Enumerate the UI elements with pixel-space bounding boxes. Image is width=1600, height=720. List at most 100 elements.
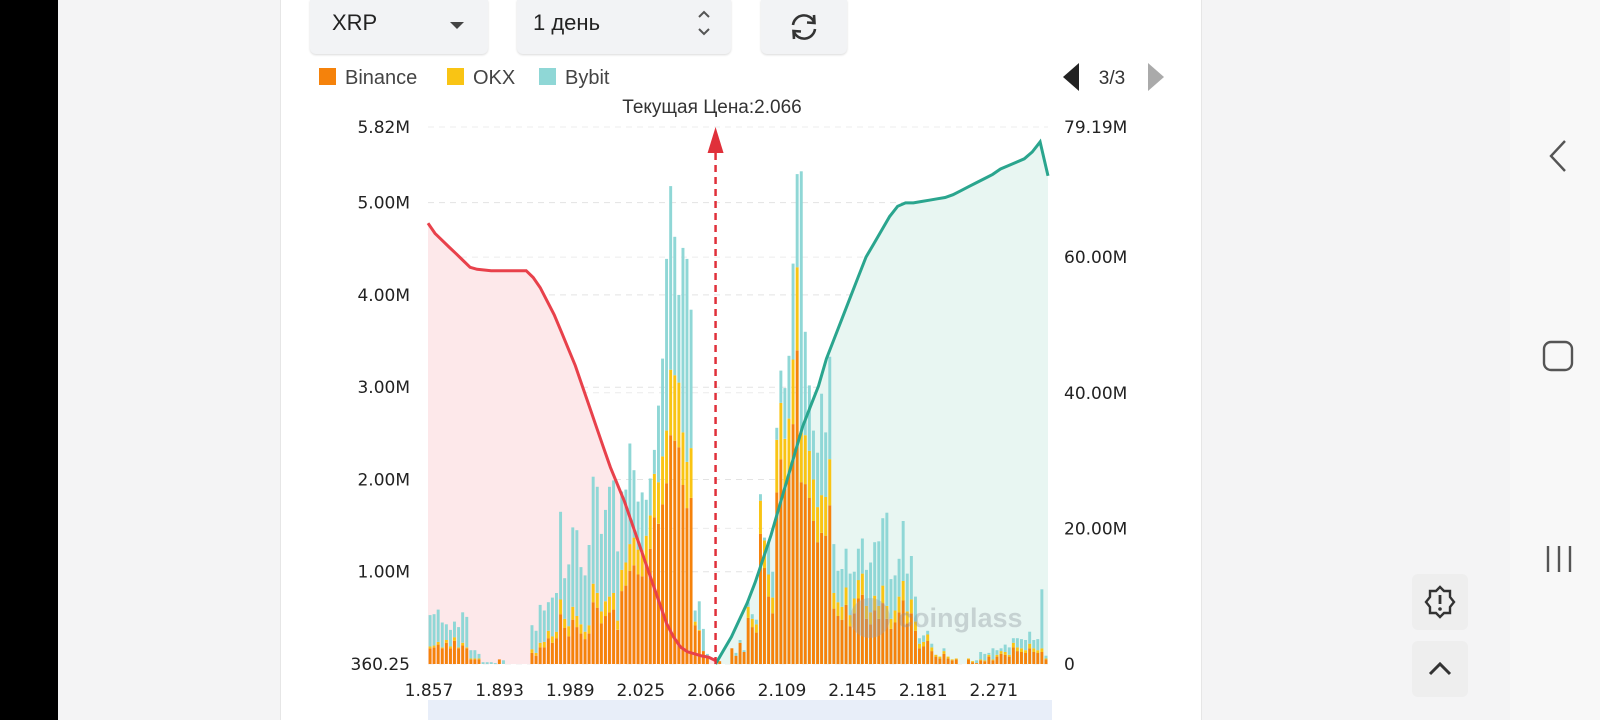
cumulative-long-area xyxy=(715,141,1048,664)
back-nav-icon[interactable] xyxy=(1546,138,1570,174)
bar-binance-59 xyxy=(669,435,673,664)
x-tick-label: 1.893 xyxy=(475,681,524,701)
pager-prev-icon[interactable] xyxy=(1063,63,1079,91)
cumulative-short-area xyxy=(428,223,716,664)
y-left-tick-label: 5.00M xyxy=(357,194,410,214)
bar-bybit-16 xyxy=(493,663,497,664)
bar-bybit-106 xyxy=(860,538,864,574)
bar-binance-150 xyxy=(1040,652,1044,664)
bar-binance-52 xyxy=(640,576,644,664)
bar-bybit-43 xyxy=(604,509,607,602)
bar-binance-84 xyxy=(771,613,775,664)
bar-binance-97 xyxy=(824,535,828,664)
bar-bybit-116 xyxy=(901,521,905,581)
x-axis: 1.857 1.893 1.989 2.025 2.066 2.109 2.145 2.181… xyxy=(405,681,1018,701)
bar-binance-49 xyxy=(628,570,632,664)
bar-binance-91 xyxy=(799,482,803,664)
bar-binance-56 xyxy=(657,523,660,664)
bar-okx-49 xyxy=(628,544,632,571)
legend-label-okx: OKX xyxy=(473,67,515,89)
bar-okx-65 xyxy=(693,621,697,626)
bar-binance-110 xyxy=(877,618,881,664)
chart-zoom-slider[interactable] xyxy=(428,700,1052,720)
bar-binance-143 xyxy=(1011,647,1015,664)
bar-binance-113 xyxy=(889,628,893,664)
bar-okx-4 xyxy=(444,640,448,643)
bar-binance-33 xyxy=(563,628,567,664)
bar-bybit-48 xyxy=(624,489,628,563)
legend-pager: 3/3 xyxy=(1063,63,1164,91)
watermark-text: coinglass xyxy=(898,603,1023,633)
bar-okx-102 xyxy=(844,587,848,605)
bar-bybit-44 xyxy=(608,486,611,597)
bar-okx-118 xyxy=(909,599,913,614)
bar-binance-39 xyxy=(587,633,591,664)
x-tick-label: 2.025 xyxy=(616,681,665,701)
coin-select[interactable]: XRP xyxy=(310,0,488,54)
scroll-top-button[interactable] xyxy=(1412,641,1468,697)
bar-okx-138 xyxy=(991,659,995,661)
device-left-bezel xyxy=(0,0,58,720)
bar-okx-132 xyxy=(967,658,970,660)
bar-bybit-55 xyxy=(652,449,656,474)
home-nav-icon[interactable] xyxy=(1542,340,1574,372)
bar-binance-124 xyxy=(934,656,938,664)
bar-binance-125 xyxy=(938,658,942,664)
updown-chevron-icon xyxy=(698,10,710,36)
bar-bybit-26 xyxy=(534,630,538,653)
bar-okx-39 xyxy=(587,625,591,634)
bar-binance-48 xyxy=(624,585,628,664)
bar-binance-54 xyxy=(648,548,652,664)
bar-binance-93 xyxy=(807,497,811,664)
refresh-button[interactable] xyxy=(761,0,847,54)
bar-binance-3 xyxy=(440,648,444,664)
bar-bybit-81 xyxy=(759,494,762,501)
bar-okx-12 xyxy=(477,658,481,660)
bar-okx-84 xyxy=(771,597,775,614)
bar-binance-136 xyxy=(983,661,987,664)
bar-bybit-113 xyxy=(889,579,893,619)
bar-okx-59 xyxy=(669,369,673,436)
bar-okx-110 xyxy=(877,605,881,619)
bar-binance-149 xyxy=(1036,652,1040,664)
bar-binance-75 xyxy=(734,655,738,664)
bar-binance-139 xyxy=(995,656,999,664)
bar-okx-121 xyxy=(922,641,926,647)
bar-binance-134 xyxy=(975,663,979,664)
feedback-button[interactable] xyxy=(1412,574,1468,630)
bar-binance-76 xyxy=(738,642,742,664)
bar-binance-47 xyxy=(620,591,624,664)
period-select[interactable]: 1 день xyxy=(517,0,731,54)
bar-okx-5 xyxy=(449,646,452,649)
bar-binance-41 xyxy=(595,607,599,664)
bar-bybit-82 xyxy=(763,537,766,541)
bar-bybit-68 xyxy=(705,653,709,656)
bar-bybit-121 xyxy=(922,635,926,642)
bar-binance-4 xyxy=(444,642,448,664)
bar-bybit-97 xyxy=(824,432,828,497)
bar-okx-145 xyxy=(1020,648,1023,652)
bar-bybit-120 xyxy=(918,638,921,644)
pager-next-icon[interactable] xyxy=(1148,63,1164,91)
bar-bybit-28 xyxy=(542,610,546,642)
bar-okx-123 xyxy=(930,647,934,652)
bar-okx-26 xyxy=(534,652,538,656)
bar-binance-94 xyxy=(812,521,815,664)
recents-nav-icon[interactable] xyxy=(1544,544,1574,574)
bar-bybit-80 xyxy=(754,619,758,625)
bar-bybit-18 xyxy=(502,660,505,664)
y-right-axis: 0 20.00M 40.00M 60.00M 79.19M xyxy=(1064,118,1127,675)
bar-binance-135 xyxy=(979,660,983,664)
bar-bybit-146 xyxy=(1024,640,1028,651)
bar-binance-1 xyxy=(432,647,436,664)
bar-okx-54 xyxy=(648,515,652,549)
bar-bybit-58 xyxy=(665,258,669,431)
bar-bybit-37 xyxy=(579,567,583,625)
bar-bybit-0 xyxy=(428,615,432,647)
bar-okx-63 xyxy=(685,461,689,508)
bar-okx-87 xyxy=(783,438,787,489)
bar-binance-96 xyxy=(820,533,824,664)
bar-binance-98 xyxy=(828,505,832,664)
bar-binance-95 xyxy=(816,542,820,664)
